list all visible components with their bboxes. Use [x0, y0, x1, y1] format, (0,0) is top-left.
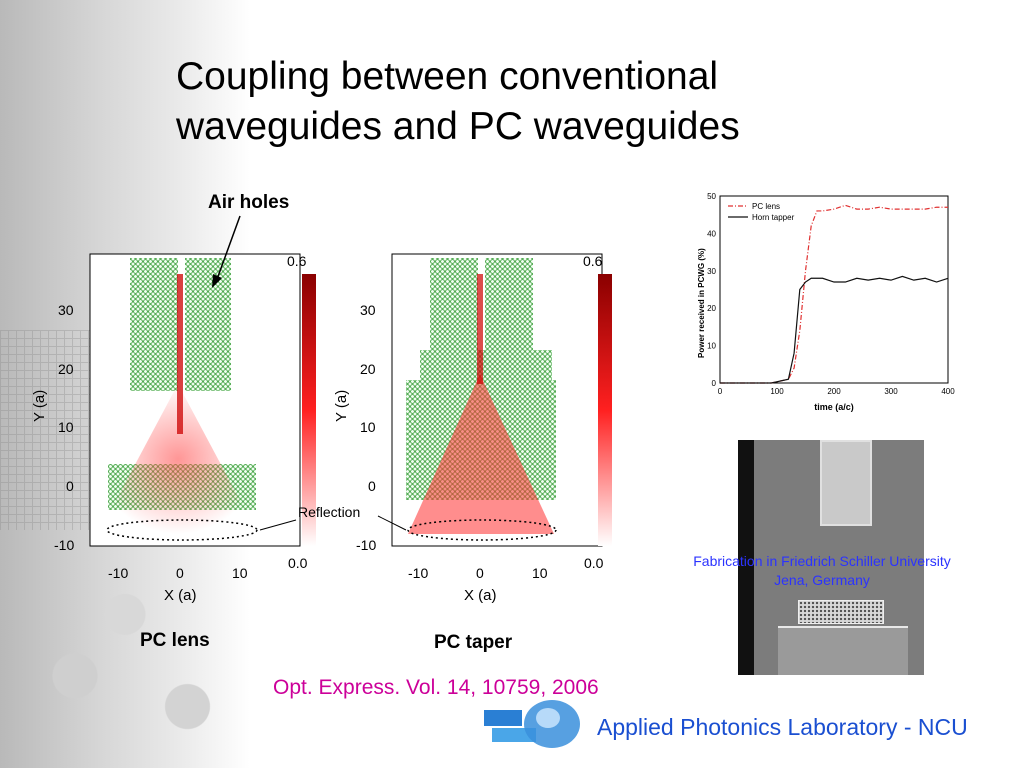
y-tick: 30 — [360, 302, 376, 318]
pc-taper-field-plot: 30 20 10 0 -10 -10 0 10 X (a) Y (a) 0.6 — [333, 253, 612, 604]
x-tick: 0 — [176, 565, 184, 581]
sem-waveguide-bottom — [778, 626, 908, 675]
y-axis-label: Y (a) — [333, 390, 350, 422]
chart-y-tick: 10 — [707, 342, 716, 351]
chart-y-tick: 30 — [707, 267, 716, 276]
y-tick: 10 — [360, 419, 376, 435]
pc-taper-caption: PC taper — [434, 632, 513, 653]
x-tick: 10 — [232, 565, 248, 581]
chart-x-tick: 400 — [941, 387, 955, 396]
title-line-1: Coupling between conventional — [176, 55, 719, 98]
series-line — [720, 275, 949, 384]
x-tick: -10 — [408, 565, 428, 581]
lab-name: Applied Photonics Laboratory - NCU — [597, 714, 968, 740]
chart-y-tick: 50 — [707, 192, 716, 201]
power-chart: 0 100 200 300 400 0 10 20 30 40 50 PC lens Horn tap… — [697, 192, 955, 412]
series-line — [720, 204, 948, 384]
waveguide-holes-right — [185, 258, 231, 391]
colorbar — [302, 274, 316, 546]
logo-highlight — [536, 708, 560, 728]
y-tick: 30 — [58, 302, 74, 318]
y-tick: 20 — [360, 361, 376, 377]
chart-y-label: Power received in PCWG (%) — [697, 248, 706, 358]
fabrication-note: Fabrication in Friedrich Schiller Univer… — [660, 552, 984, 590]
y-tick: 10 — [58, 419, 74, 435]
y-tick: 20 — [58, 361, 74, 377]
reflection-label: Reflection — [298, 504, 361, 520]
reflection-pointer — [377, 515, 407, 531]
colorbar — [598, 274, 612, 546]
citation: Opt. Express. Vol. 14, 10759, 2006 — [273, 676, 599, 699]
sem-pc-lens — [798, 600, 884, 624]
reflection-ellipse — [106, 519, 258, 541]
chart-x-tick: 300 — [884, 387, 898, 396]
sem-micrograph — [738, 440, 924, 675]
logo-bar — [492, 728, 536, 742]
y-tick: 0 — [368, 478, 376, 494]
taper-holes-right — [485, 258, 533, 353]
guided-mode — [177, 274, 183, 434]
taper-holes-mid — [420, 350, 552, 380]
colorbar-min: 0.0 — [288, 555, 308, 571]
chart-x-label: time (a/c) — [814, 402, 854, 412]
x-axis-label: X (a) — [464, 587, 497, 604]
chart-frame — [719, 195, 949, 384]
chart-y-tick: 0 — [712, 379, 717, 388]
pc-lens-caption: PC lens — [140, 630, 210, 651]
pc-lens-field-plot: 30 20 10 0 -10 -10 0 10 X (a) Y (a) 0.6 — [31, 253, 316, 604]
colorbar-max: 0.6 — [287, 253, 307, 269]
chart-y-tick: 20 — [707, 304, 716, 313]
air-holes-arrow — [212, 215, 241, 288]
chart-x-tick: 200 — [827, 387, 841, 396]
y-axis-label: Y (a) — [31, 390, 48, 422]
guided-mode — [477, 274, 483, 384]
x-axis-label: X (a) — [164, 587, 197, 604]
x-tick: -10 — [108, 565, 128, 581]
colorbar-max: 0.6 — [583, 253, 603, 269]
fabrication-line-2: Jena, Germany — [774, 572, 870, 588]
title-line-2: waveguides and PC waveguides — [176, 105, 740, 148]
y-tick: 0 — [66, 478, 74, 494]
legend-label: Horn tapper — [752, 213, 795, 222]
chart-x-tick: 0 — [718, 387, 723, 396]
x-tick: 10 — [532, 565, 548, 581]
sem-scale-strip — [738, 440, 754, 675]
legend-label: PC lens — [752, 202, 780, 211]
fabrication-line-1: Fabrication in Friedrich Schiller Univer… — [693, 553, 951, 569]
y-tick: -10 — [356, 537, 376, 553]
field-intensity — [408, 374, 554, 534]
logo-bar — [484, 710, 522, 726]
field-intensity — [98, 384, 258, 534]
reflection-ellipse — [407, 519, 557, 541]
taper-holes-left — [430, 258, 478, 353]
chart-y-tick: 40 — [707, 229, 716, 238]
waveguide-holes-left — [130, 258, 178, 391]
reflection-pointer — [259, 519, 297, 531]
sem-waveguide-top — [820, 440, 872, 526]
colorbar-min: 0.0 — [584, 555, 604, 571]
x-tick: 0 — [476, 565, 484, 581]
slide-title: Coupling between conventional waveguides… — [176, 52, 936, 152]
y-tick: -10 — [54, 537, 74, 553]
air-holes-label: Air holes — [208, 192, 290, 213]
lab-logo — [484, 700, 580, 748]
chart-x-tick: 100 — [770, 387, 784, 396]
